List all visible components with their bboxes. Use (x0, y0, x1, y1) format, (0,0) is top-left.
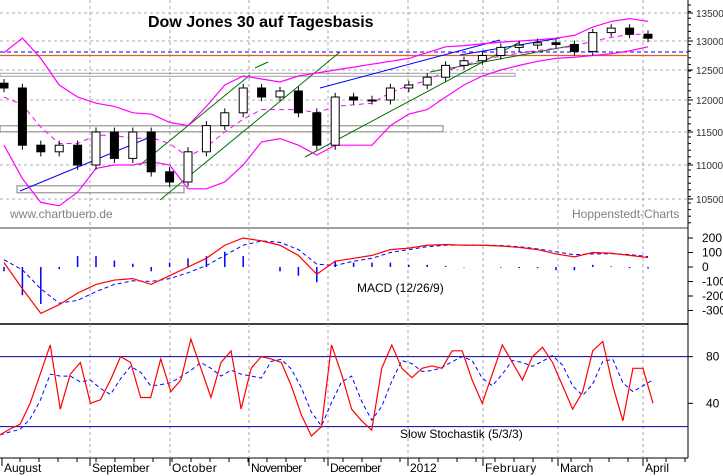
candle (146, 131, 156, 173)
candle (128, 131, 138, 159)
macd-tick-label: -100 (702, 275, 723, 289)
month-label: 2012 (410, 461, 437, 475)
price-tick-label: 13500 (696, 9, 723, 20)
macd-tick-label: 200 (702, 231, 722, 245)
bollinger-lower (3, 46, 649, 207)
candle (385, 87, 395, 101)
candle (625, 27, 635, 35)
chart-title: Dow Jones 30 auf Tagesbasis (148, 14, 374, 31)
candle (220, 112, 230, 127)
candle (201, 125, 211, 153)
candle (54, 144, 64, 153)
candle (459, 60, 469, 66)
price-tick-label: 13000 (696, 37, 723, 48)
candle (17, 87, 27, 146)
trendline (19, 137, 149, 192)
watermark-right: Hoppenstedt-Charts (572, 207, 679, 221)
month-label: April (645, 461, 669, 475)
candle (183, 151, 193, 183)
candle (477, 55, 487, 62)
support-band (0, 125, 444, 133)
month-label: February (485, 461, 536, 475)
candle (91, 131, 101, 166)
candle (109, 131, 119, 159)
candle (275, 90, 285, 98)
trendline (429, 44, 576, 73)
price-tick-label: 10500 (696, 195, 723, 206)
trendline (254, 61, 269, 69)
candle (441, 64, 451, 78)
macd-tick-label: -300 (702, 304, 723, 318)
candle (588, 32, 598, 52)
candle (257, 87, 267, 98)
candle (165, 171, 175, 183)
watermark-left: www.chartbuero.de (9, 207, 113, 221)
candle (330, 96, 340, 146)
price-tick-label: 11500 (696, 128, 723, 139)
macd-tick-label: 100 (702, 246, 722, 260)
candle (238, 87, 248, 114)
candle (36, 144, 46, 153)
candle (312, 112, 322, 146)
macd-label: MACD (12/26/9) (357, 281, 444, 295)
price-tick-label: 11000 (696, 161, 723, 172)
candle (404, 84, 414, 89)
candle (533, 42, 543, 46)
candle (551, 42, 561, 45)
stoch-tick-label: 80 (706, 350, 720, 364)
candle (73, 144, 83, 166)
trendline (319, 39, 501, 89)
trendline (139, 74, 251, 166)
candle (349, 96, 359, 101)
bollinger-upper (3, 17, 649, 127)
price-tick-label: 12500 (696, 66, 723, 77)
month-label: December (330, 461, 381, 475)
support-band (16, 185, 185, 194)
candle (496, 46, 506, 57)
candle (367, 99, 377, 102)
candle (293, 90, 303, 114)
candle (422, 76, 432, 86)
stochastic-d-line (0, 354, 654, 436)
candle (514, 44, 524, 48)
macd-signal-line (3, 240, 649, 304)
candle (0, 82, 9, 89)
month-label: October (172, 461, 217, 475)
price-tick-label: 12000 (696, 96, 723, 107)
month-label: November (251, 461, 302, 475)
month-label: August (4, 461, 42, 475)
month-label: March (560, 461, 593, 475)
macd-tick-label: 0 (702, 260, 709, 274)
stoch-tick-label: 40 (706, 396, 720, 410)
trendline (459, 37, 561, 56)
macd-tick-label: -200 (702, 289, 723, 303)
month-label: September (92, 461, 150, 475)
macd-line (3, 237, 649, 315)
stochastic-k-line (0, 337, 654, 437)
candle (569, 43, 579, 52)
stochastic-label: Slow Stochastik (5/3/3) (400, 427, 523, 441)
candle (643, 33, 653, 39)
support-band (0, 72, 516, 77)
candle (606, 27, 616, 34)
